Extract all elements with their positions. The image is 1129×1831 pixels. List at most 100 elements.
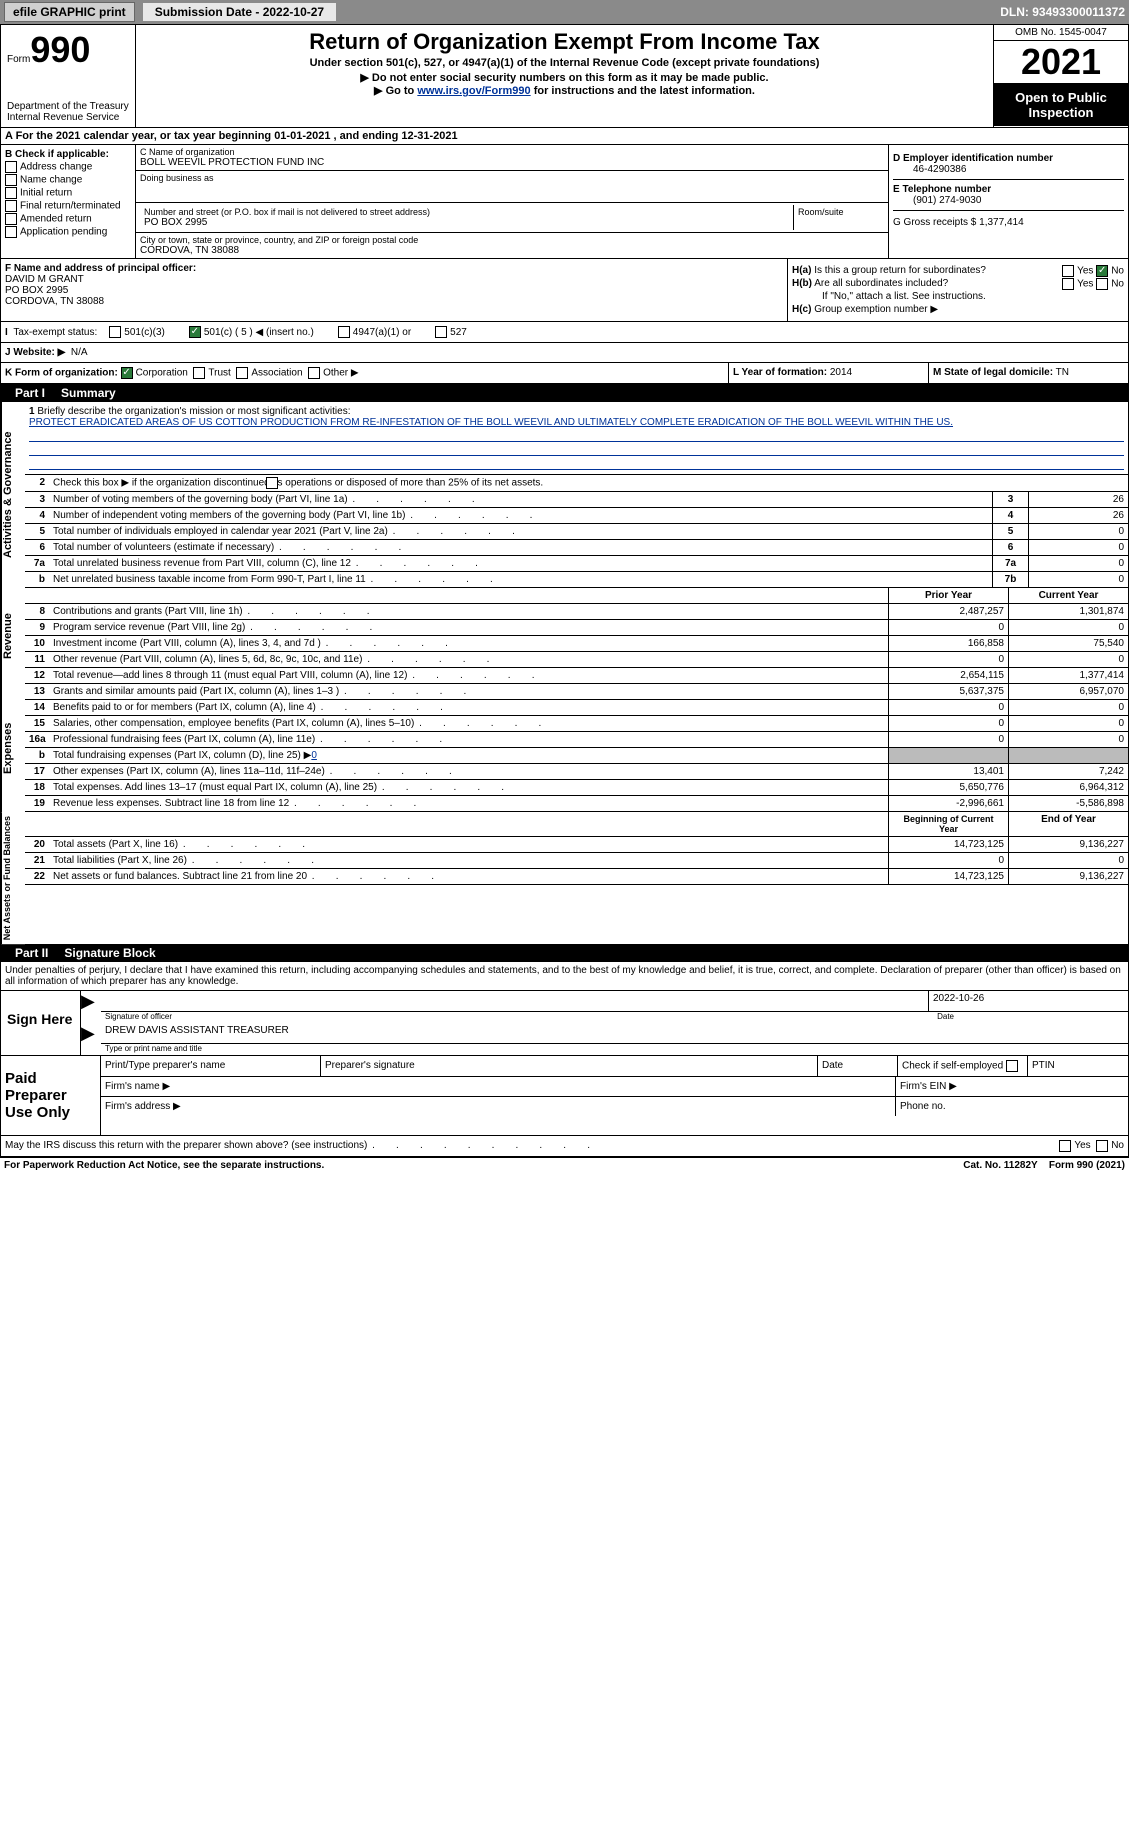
part2-title: Signature Block [64,946,155,960]
firm-name-label: Firm's name ▶ [101,1077,896,1096]
q2-checkbox[interactable] [266,477,278,489]
summary-row-13: 13 Grants and similar amounts paid (Part… [25,684,1128,700]
summary-row-17: 17 Other expenses (Part IX, column (A), … [25,764,1128,780]
prep-h1: Print/Type preparer's name [101,1056,321,1076]
ein-value: 46-4290386 [893,164,1124,175]
current-value: 9,136,227 [1008,869,1128,884]
summary-revenue: Revenue Prior Year Current Year 8 Contri… [1,588,1128,684]
officer-signature-field[interactable] [101,991,928,1012]
h-note: If "No," attach a list. See instructions… [792,291,1124,302]
officer-addr1: PO BOX 2995 [5,285,783,296]
chk-527[interactable] [435,326,447,338]
o2-label: 501(c) ( 5 ) ◀ (insert no.) [204,327,314,338]
hdr-curr: Current Year [1008,588,1128,603]
k-label: K Form of organization: [5,368,118,379]
row-num: 21 [25,853,49,868]
tax-status-row: I Tax-exempt status: 501(c)(3) ✓501(c) (… [1,322,1128,343]
revenue-header: Prior Year Current Year [25,588,1128,604]
row-text: Total revenue—add lines 8 through 11 (mu… [49,668,888,683]
section-f-h: F Name and address of principal officer:… [1,259,1128,322]
prep-h4: Check if self-employed [898,1056,1028,1076]
discuss-no: No [1111,1140,1124,1152]
irs-link[interactable]: www.irs.gov/Form990 [417,85,530,97]
chk-trust[interactable] [193,367,205,379]
city-value: CORDOVA, TN 38088 [140,245,884,256]
note2-pre: ▶ Go to [374,85,417,97]
sig-date-val: 2022-10-26 [933,993,984,1004]
phone-no-label: Phone no. [896,1097,1128,1116]
prior-value: 13,401 [888,764,1008,779]
dept-treasury: Department of the Treasury [7,101,129,112]
chk-4947[interactable] [338,326,350,338]
tax-status-label: Tax-exempt status: [13,327,97,338]
form-number: 990 [30,29,90,70]
hb-text: Are all subordinates included? [814,278,948,289]
officer-addr2: CORDOVA, TN 38088 [5,296,783,307]
chk-address-change[interactable]: Address change [5,161,131,173]
hdr-prior: Prior Year [888,588,1008,603]
current-value: 0 [1008,620,1128,635]
form-title: Return of Organization Exempt From Incom… [140,29,989,55]
firm-addr-label: Firm's address ▶ [101,1097,896,1116]
row-num: 11 [25,652,49,667]
h-a-row: H(a) Is this a group return for subordin… [792,265,1124,276]
chk-association[interactable] [236,367,248,379]
hb-yes-checkbox[interactable] [1062,278,1074,290]
m-value: TN [1056,367,1069,378]
signature-intro: Under penalties of perjury, I declare th… [1,962,1128,990]
chk-final-return[interactable]: Final return/terminated [5,200,131,212]
top-toolbar: efile GRAPHIC print Submission Date - 20… [0,0,1129,24]
chk-other[interactable] [308,367,320,379]
footer-cat: Cat. No. 11282Y [963,1160,1037,1171]
row-value: 0 [1028,572,1128,587]
chk-501c[interactable]: ✓ [189,326,201,338]
row-box: 6 [992,540,1028,555]
part1-title: Summary [61,386,116,400]
prep-h5: PTIN [1028,1056,1128,1076]
current-value: 1,377,414 [1008,668,1128,683]
form-prefix: Form [7,54,30,65]
chk-name-change[interactable]: Name change [5,174,131,186]
side-label-rev: Revenue [1,588,25,684]
name-type-label: Type or print name and title [81,1044,1128,1055]
chk-initial-return[interactable]: Initial return [5,187,131,199]
row-num: 12 [25,668,49,683]
form-subtitle: Under section 501(c), 527, or 4947(a)(1)… [140,57,989,69]
hb-no-checkbox[interactable] [1096,278,1108,290]
row-num: 3 [25,492,49,507]
chk-amended-return[interactable]: Amended return [5,213,131,225]
q16b-n: b [25,748,49,763]
prior-value: 2,654,115 [888,668,1008,683]
m-label: M State of legal domicile: [933,367,1053,378]
prior-value: 14,723,125 [888,837,1008,852]
part1-label: Part I [7,386,53,400]
row-box: 5 [992,524,1028,539]
chk-self-employed[interactable] [1006,1060,1018,1072]
discuss-no-checkbox[interactable] [1096,1140,1108,1152]
hdr-end: End of Year [1008,812,1128,836]
row-value: 26 [1028,492,1128,507]
ha-yes-checkbox[interactable] [1062,265,1074,277]
l-label: L Year of formation: [733,367,827,378]
org-name: BOLL WEEVIL PROTECTION FUND INC [140,157,884,168]
summary-row-6: 6 Total number of volunteers (estimate i… [25,540,1128,556]
submission-date-label: Submission Date - 2022-10-27 [143,3,336,21]
summary-row-16a: 16a Professional fundraising fees (Part … [25,732,1128,748]
chk-application-pending[interactable]: Application pending [5,226,131,238]
row-num: 17 [25,764,49,779]
row-text: Program service revenue (Part VIII, line… [49,620,888,635]
prior-value: 5,637,375 [888,684,1008,699]
summary-row-7a: 7a Total unrelated business revenue from… [25,556,1128,572]
q16b-t: Total fundraising expenses (Part IX, col… [53,750,311,761]
sign-here-block: Sign Here ▶ 2022-10-26 Signature of offi… [1,990,1128,1055]
row-text: Revenue less expenses. Subtract line 18 … [49,796,888,811]
discuss-yes-checkbox[interactable] [1059,1140,1071,1152]
ha-no-checkbox[interactable]: ✓ [1096,265,1108,277]
addr-value: PO BOX 2995 [144,217,789,228]
org-info-block: B Check if applicable: Address change Na… [1,145,1128,259]
summary-netassets: Net Assets or Fund Balances Beginning of… [1,812,1128,944]
row-num: 18 [25,780,49,795]
chk-corporation[interactable]: ✓ [121,367,133,379]
chk-501c3[interactable] [109,326,121,338]
efile-print-button[interactable]: efile GRAPHIC print [4,2,135,22]
